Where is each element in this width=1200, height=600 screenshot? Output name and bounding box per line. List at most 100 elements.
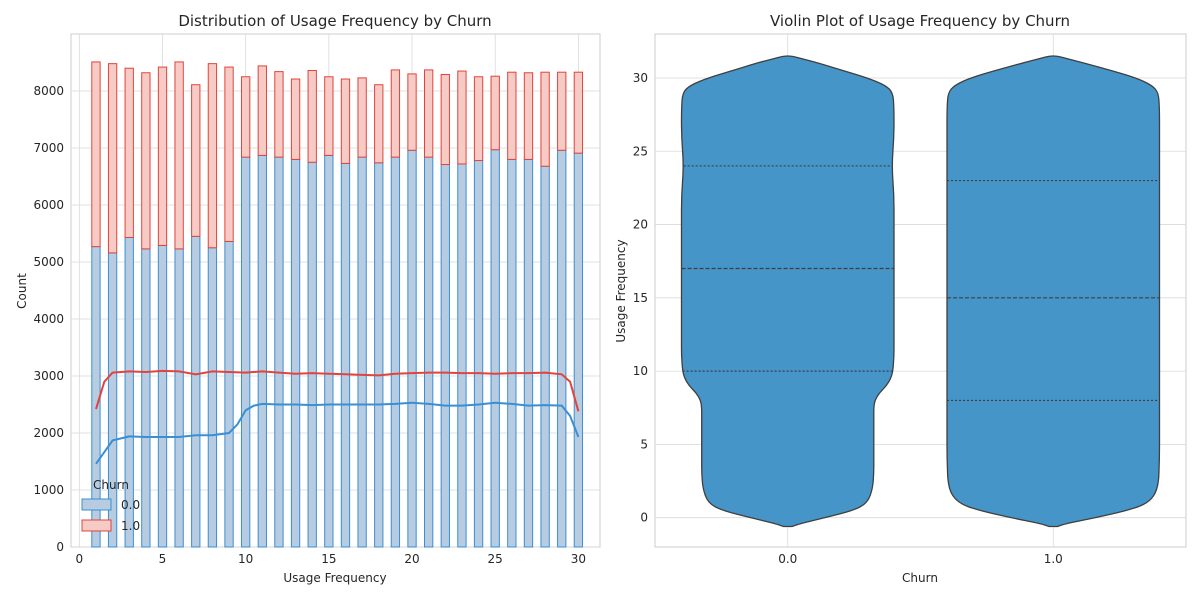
x-tick-label: 0	[75, 552, 83, 566]
histogram-x-label: Usage Frequency	[283, 571, 386, 585]
legend-swatch-0	[81, 498, 112, 511]
bar-churn-1	[174, 61, 184, 250]
bar-churn-1	[107, 63, 118, 254]
bar-churn-0	[324, 154, 334, 548]
bar-churn-0	[274, 156, 284, 548]
bar-churn-1	[457, 70, 467, 165]
histogram-legend: Churn 0.0 1.0	[81, 478, 140, 533]
y-tick-label: 3000	[33, 369, 64, 383]
y-tick-label: 8000	[33, 84, 64, 98]
kde-line-1	[95, 369, 580, 412]
violin-y-label: Usage Frequency	[614, 239, 628, 342]
violin-1.0	[946, 55, 1161, 528]
y-tick-label: 6000	[33, 198, 64, 212]
bar-churn-0	[490, 149, 500, 548]
bar-churn-1	[191, 84, 201, 237]
bar-churn-0	[374, 162, 384, 548]
bar-churn-0	[257, 154, 267, 548]
bar-churn-1	[274, 71, 284, 158]
bar-churn-1	[324, 76, 334, 156]
bar-churn-0	[141, 248, 151, 548]
bar-churn-1	[507, 71, 517, 160]
bar-churn-0	[457, 163, 467, 548]
bar-churn-0	[157, 244, 168, 548]
bar-churn-0	[407, 149, 417, 548]
y-tick-label: 7000	[33, 141, 64, 155]
y-tick-label: 1000	[33, 483, 64, 497]
bar-churn-1	[307, 69, 317, 163]
y-tick-label: 20	[633, 218, 648, 232]
bar-churn-0	[557, 149, 567, 548]
y-tick-label: 30	[633, 71, 648, 85]
bar-churn-0	[523, 158, 534, 548]
violin-plot-frame	[654, 33, 1187, 548]
x-tick-label: 15	[321, 552, 336, 566]
violin-y-ticks: 0 5 10 15 20 25 30	[633, 71, 648, 525]
bar-churn-1	[124, 67, 134, 238]
histogram-chart: 0 5 10 15 20 25 30 0 1000 2000 3000 4000 5000 6000 70…	[15, 12, 601, 585]
y-tick-label: 5000	[33, 255, 64, 269]
bar-churn-0	[540, 165, 550, 548]
bar-churn-0	[423, 156, 434, 548]
bar-churn-0	[307, 161, 317, 548]
violin-chart: 0.0 1.0 0 5 10 15 20 25 30 Violin Plot of Usage…	[614, 12, 1187, 585]
bar-churn-1	[224, 66, 234, 242]
histogram-kde-lines	[95, 369, 580, 465]
kde-line-0	[95, 401, 580, 465]
x-tick-label: 0.0	[778, 552, 797, 566]
legend-title: Churn	[93, 478, 129, 492]
bar-churn-1	[141, 72, 151, 250]
histogram-title: Distribution of Usage Frequency by Churn	[178, 12, 491, 30]
y-tick-label: 0	[640, 511, 648, 525]
y-tick-label: 15	[633, 291, 648, 305]
bar-churn-1	[523, 72, 534, 160]
y-tick-label: 4000	[33, 312, 64, 326]
bar-churn-1	[207, 63, 218, 249]
bar-churn-1	[423, 69, 434, 158]
x-tick-label: 20	[404, 552, 419, 566]
y-tick-label: 10	[633, 364, 648, 378]
bar-churn-1	[540, 71, 550, 167]
bar-churn-1	[157, 66, 168, 246]
legend-label-1: 1.0	[121, 519, 140, 533]
bar-churn-0	[573, 152, 584, 548]
x-tick-label: 10	[238, 552, 253, 566]
bar-churn-0	[290, 158, 301, 548]
y-tick-label: 25	[633, 144, 648, 158]
bar-churn-0	[174, 248, 184, 548]
bar-churn-1	[340, 78, 351, 164]
violin-title: Violin Plot of Usage Frequency by Churn	[770, 12, 1070, 30]
bar-churn-0	[473, 160, 484, 548]
bar-churn-0	[440, 164, 450, 548]
bar-churn-0	[241, 156, 251, 548]
bar-churn-1	[390, 69, 401, 158]
bar-churn-0	[207, 247, 218, 548]
bar-churn-0	[507, 158, 517, 548]
violin-x-ticks: 0.0 1.0	[778, 552, 1063, 566]
bar-churn-1	[573, 71, 584, 154]
y-tick-label: 5	[640, 437, 648, 451]
bar-churn-0	[224, 240, 234, 548]
violin-bodies	[680, 55, 1161, 528]
bar-churn-1	[490, 75, 500, 151]
violin-x-label: Churn	[902, 571, 938, 585]
y-tick-label: 0	[56, 540, 64, 554]
bar-churn-0	[191, 235, 201, 548]
legend-swatch-1	[81, 519, 112, 532]
bar-churn-0	[390, 156, 401, 548]
histogram-bars	[91, 61, 584, 548]
bar-churn-0	[357, 156, 367, 548]
bar-churn-1	[290, 78, 301, 160]
x-tick-label: 30	[571, 552, 586, 566]
bar-churn-1	[473, 76, 484, 162]
bar-churn-1	[440, 73, 450, 166]
y-tick-label: 2000	[33, 426, 64, 440]
x-tick-label: 1.0	[1044, 552, 1063, 566]
bar-churn-1	[407, 73, 417, 151]
bar-churn-1	[557, 71, 567, 151]
bar-churn-1	[357, 77, 367, 158]
bar-churn-1	[241, 76, 251, 158]
histogram-y-ticks: 0 1000 2000 3000 4000 5000 6000 7000 8000	[33, 84, 64, 554]
bar-churn-1	[91, 61, 101, 248]
